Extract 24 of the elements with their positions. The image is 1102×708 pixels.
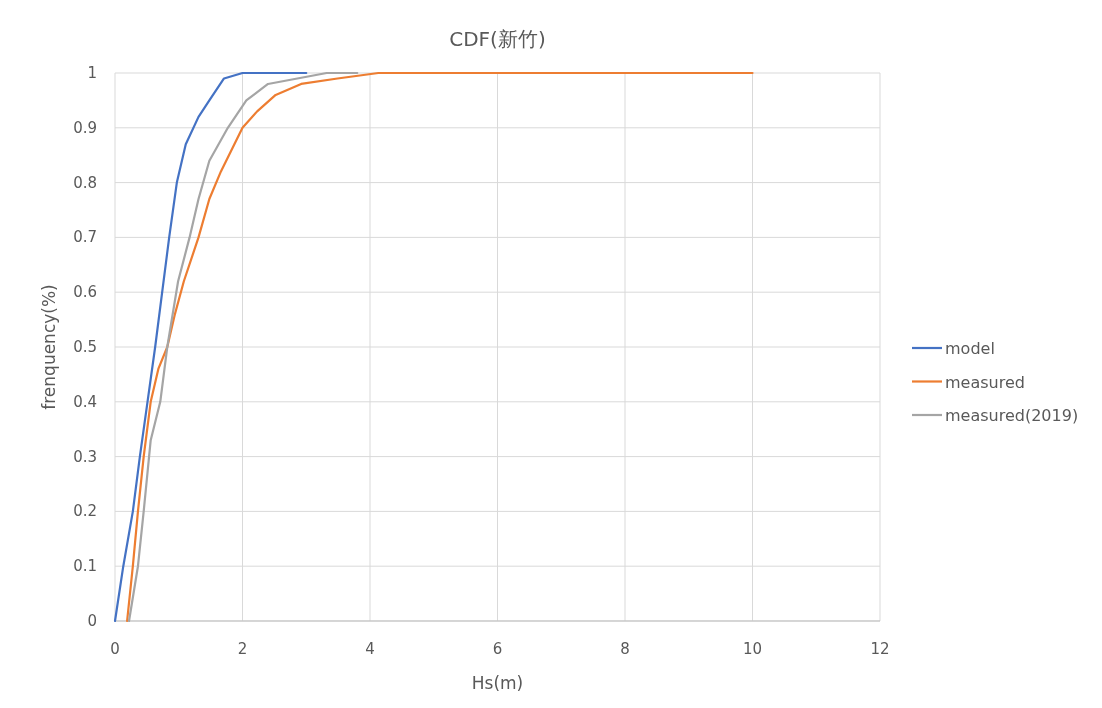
legend-label: measured [945,372,1025,392]
y-tick-label: 0.2 [73,502,97,521]
x-tick-label: 12 [870,640,890,658]
legend-label: measured(2019) [945,406,1079,425]
x-tick-label: 8 [620,640,630,658]
y-tick-label: 0.4 [73,392,97,411]
chart-title: CDF(新竹) [449,27,546,51]
x-tick-label: 6 [492,640,503,658]
x-tick-label: 2 [237,640,248,658]
y-tick-label: 0.8 [73,173,97,192]
y-tick-label: 0.9 [73,118,97,137]
y-tick-label: 1 [87,64,97,82]
y-tick-label: 0.6 [73,283,97,302]
x-tick-label: 10 [742,640,763,658]
y-axis-title: frenquency(%) [39,284,59,410]
legend-label: model [945,339,995,358]
y-tick-label: 0.5 [73,338,97,356]
x-tick-label: 0 [110,640,120,658]
x-axis-title: Hs(m) [471,673,524,693]
y-tick-label: 0.7 [73,228,97,247]
x-tick-label: 4 [365,640,375,658]
y-tick-label: 0.3 [73,447,97,466]
y-tick-label: 0 [87,612,97,630]
y-tick-label: 0.1 [73,557,97,576]
